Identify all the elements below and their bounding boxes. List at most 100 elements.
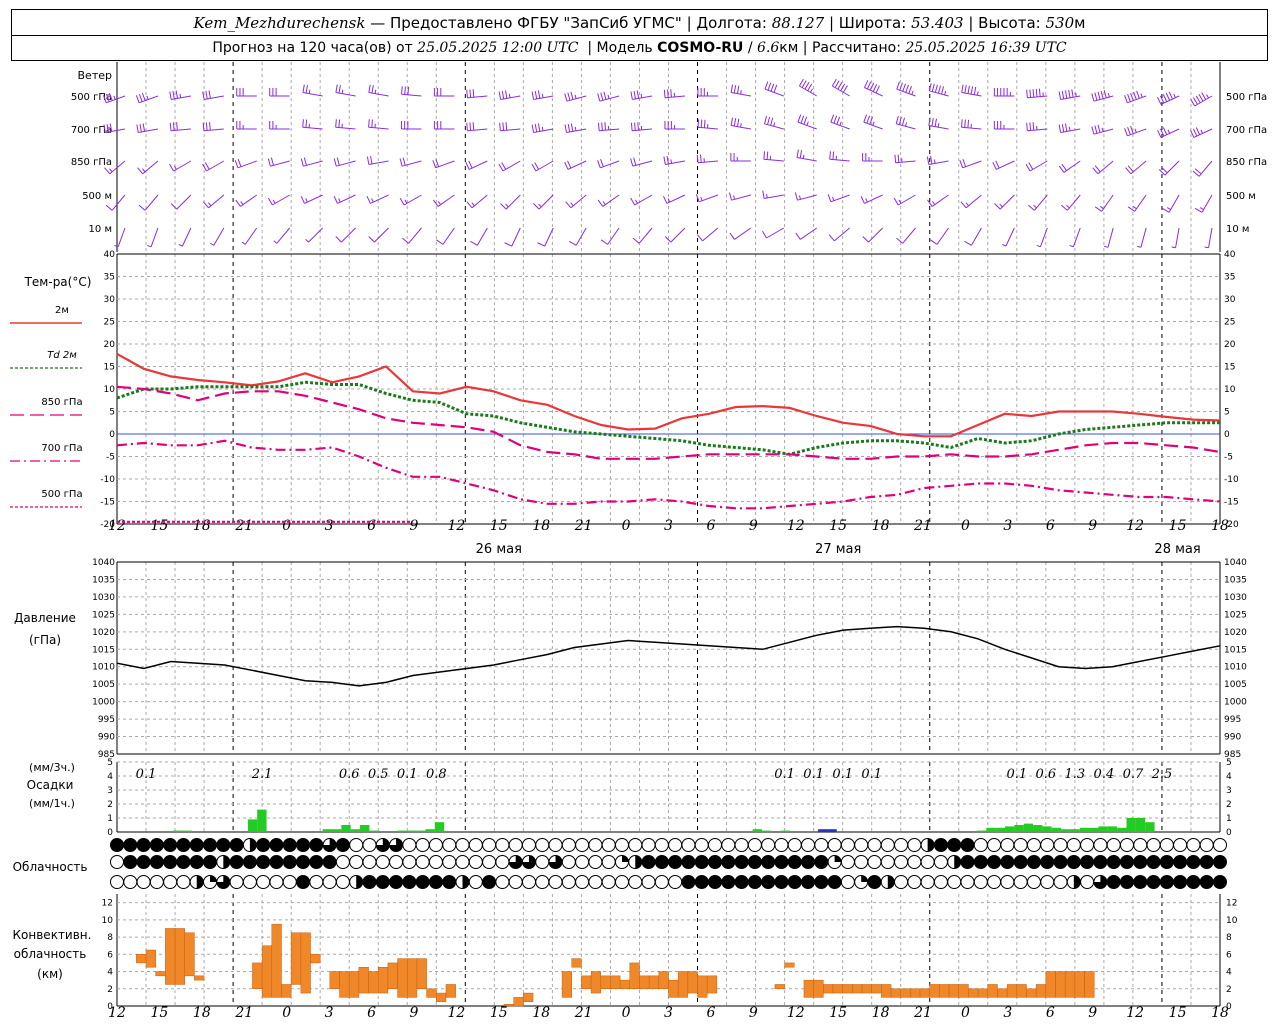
wind-barb-flag (1124, 128, 1128, 137)
cloud-fill (176, 855, 190, 869)
cloud-cover-symbol (761, 855, 776, 869)
convective-bar (881, 984, 892, 998)
wind-barb-shaft (240, 194, 258, 207)
wind-barb-shaft (370, 194, 389, 204)
cloud-cover-symbol (894, 855, 909, 869)
convective-bar (803, 979, 814, 998)
wind-barb-half (404, 199, 408, 204)
cloud-fill (814, 855, 828, 869)
cloud-cover-symbol (588, 838, 603, 852)
wind-barb-flag (770, 117, 774, 126)
convective-bar (300, 932, 311, 994)
cloud-cover-symbol (840, 838, 855, 852)
wind-barb-half (872, 121, 875, 126)
station-name: Kem_Mezhdurechensk (193, 14, 366, 32)
wind-barb-shaft (638, 227, 653, 244)
cloud-cover-symbol (149, 838, 164, 852)
press-y-tick: 1005 (92, 680, 115, 690)
cloud-cover-symbol (1080, 838, 1095, 852)
wind-barb-shaft (734, 227, 752, 240)
precip-bar (350, 829, 361, 832)
cloud-cover-symbol (708, 875, 723, 889)
cloud-fill (362, 875, 376, 889)
cloud-circle (1133, 838, 1148, 852)
wind-barb (564, 123, 587, 133)
cloud-cover-symbol (495, 875, 510, 889)
cloud-cover-symbol (123, 838, 138, 852)
cloud-cover-symbol (442, 838, 457, 852)
cloud-cover-symbol (402, 855, 417, 869)
wind-barb-flag (368, 84, 371, 93)
cloud-cover-symbol (894, 875, 909, 889)
convective-bar (677, 971, 689, 998)
wind-barb (1026, 122, 1048, 132)
precip-3h-total: 0.8 (426, 767, 447, 782)
cloud-fill (721, 875, 735, 889)
precip-y-tick-right: 1 (1226, 814, 1232, 824)
cloud-cover-symbol (495, 855, 510, 869)
temp-y-tick-right: 20 (1224, 340, 1236, 350)
cloud-cover-symbol (787, 838, 802, 852)
wind-barb-shaft (111, 194, 126, 211)
wind-barb-shaft (570, 194, 587, 209)
wind-barb-flag (1035, 88, 1038, 97)
temp-y-tick-right: -10 (1224, 475, 1239, 485)
cloud-circle (402, 838, 417, 852)
cloud-fill (123, 855, 137, 869)
cloud-cover-symbol (163, 875, 178, 889)
x-tick-label: 12 (447, 1005, 465, 1021)
cloud-cover-symbol (1106, 855, 1121, 869)
convective-bar (581, 975, 592, 990)
wind-barb-flag (1064, 123, 1068, 132)
wind-barb-flag (967, 85, 970, 94)
wind-barb-shaft (1160, 128, 1180, 138)
wind-barb-flag (603, 91, 607, 100)
cloud-circle (601, 875, 616, 889)
wind-barb-half (272, 199, 276, 204)
wind-barb (466, 122, 488, 132)
wind-barb-flag (209, 122, 211, 131)
wind-level-label: 10 м (89, 224, 112, 235)
convective-bar (958, 984, 969, 998)
wind-barb-flag (697, 119, 700, 128)
x-tick-label: 15 (490, 518, 508, 534)
wind-barb-flag (368, 119, 370, 128)
wind-barb-shaft (634, 194, 653, 206)
cloud-fill (1014, 855, 1028, 869)
wind-barb-flag (338, 119, 341, 128)
convective-bar (639, 975, 650, 990)
cloud-fill (887, 875, 895, 889)
wind-barb (664, 227, 686, 243)
conv-y-tick-right: 2 (1226, 985, 1232, 995)
cloud-cover-symbol (1213, 875, 1227, 889)
press-y-tick-right: 1030 (1224, 593, 1247, 603)
cloud-cover-symbol (960, 875, 975, 889)
cloud-cover-symbol (322, 875, 337, 889)
cloud-cover-symbol (282, 855, 297, 869)
wind-barb-half (670, 159, 673, 164)
cloud-cover-symbol (335, 855, 350, 869)
wind-barb-flag (1061, 90, 1065, 100)
wind-barb-shaft (665, 160, 686, 165)
wind-barb (1094, 194, 1114, 212)
wind-barb-flag (1064, 90, 1068, 99)
wind-barb (498, 90, 521, 100)
cloud-cover-symbol (973, 838, 988, 852)
cloud-fill (927, 838, 935, 852)
wind-barb-flag (763, 115, 768, 124)
wind-barb-flag (696, 154, 699, 163)
wind-barb-shaft (929, 90, 949, 97)
cloud-fill (1080, 855, 1094, 869)
wind-barb-flag (1192, 128, 1198, 137)
wind-barb-shaft (702, 227, 719, 242)
wind-barb-half (113, 95, 116, 100)
cloud-cover-symbol (1186, 875, 1201, 889)
cloud-circle (1146, 838, 1161, 852)
convective-bar (329, 971, 340, 990)
wind-barb (402, 227, 422, 244)
wind-barb-shaft (962, 160, 982, 169)
wind-barb (202, 122, 224, 132)
wind-barb-shaft (763, 158, 784, 162)
wind-barb-half (146, 95, 149, 100)
wind-barb (697, 88, 718, 97)
